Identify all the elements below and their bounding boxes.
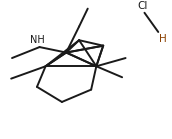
Text: H: H [159, 34, 166, 44]
Text: NH: NH [30, 34, 45, 44]
Text: Cl: Cl [138, 1, 148, 11]
